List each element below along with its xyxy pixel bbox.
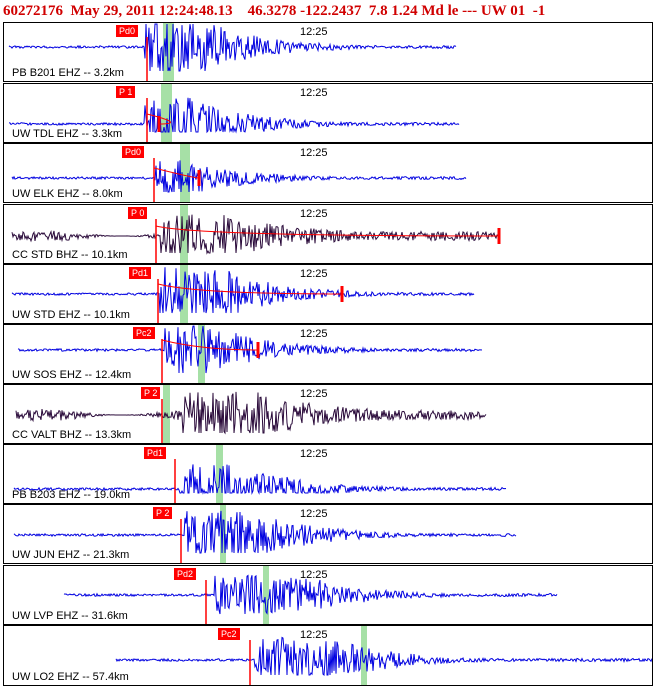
waveform-plot xyxy=(15,385,487,443)
seismogram-panel[interactable]: 12:25 P 1 UW TDL EHZ -- 3.3km xyxy=(3,83,653,143)
time-label: 12:25 xyxy=(300,569,328,581)
event-datetime: May 29, 2011 12:24:48.13 xyxy=(70,3,233,19)
event-magnitude: 1.24 xyxy=(391,3,418,19)
coda-envelope xyxy=(161,339,259,351)
waveform-trace xyxy=(15,391,487,435)
seismogram-panel[interactable]: 12:25 Pc2 UW LO2 EHZ -- 57.4km xyxy=(3,625,653,686)
event-network: UW xyxy=(480,3,507,19)
pick-flag[interactable]: Pc2 xyxy=(218,628,240,640)
pick-window-bar xyxy=(263,566,269,624)
pick-flag[interactable]: Pc2 xyxy=(133,327,155,339)
station-label: CC STD BHZ -- 10.1km xyxy=(12,249,128,261)
seismogram-panel[interactable]: 12:25 Pd0 UW ELK EHZ -- 8.0km xyxy=(3,143,653,203)
pick-flag[interactable]: Pd0 xyxy=(122,146,145,158)
station-label: UW SOS EHZ -- 12.4km xyxy=(12,369,132,381)
waveform-plot xyxy=(11,265,475,323)
pick-window-bar xyxy=(180,144,190,202)
station-label: PB B201 EHZ -- 3.2km xyxy=(12,67,124,79)
seismogram-panels: 12:25 Pd0 PB B201 EHZ -- 3.2km 12:25 P 1… xyxy=(3,22,653,686)
event-header: 60272176 May 29, 2011 12:24:48.13 46.327… xyxy=(0,0,656,22)
waveform-plot xyxy=(11,205,501,263)
waveform-plot xyxy=(11,144,467,202)
pick-flag[interactable]: Pd2 xyxy=(174,568,197,580)
time-label: 12:25 xyxy=(300,629,328,641)
waveform-plot xyxy=(17,325,483,383)
waveform-plot xyxy=(8,84,460,142)
pick-flag[interactable]: P 2 xyxy=(141,387,161,399)
seismogram-panel[interactable]: 12:25 Pc2 UW SOS EHZ -- 12.4km xyxy=(3,324,653,384)
waveform-trace xyxy=(11,267,475,314)
time-label: 12:25 xyxy=(300,508,328,520)
station-label: UW ELK EHZ -- 8.0km xyxy=(12,188,123,200)
time-label: 12:25 xyxy=(300,388,328,400)
event-version: 01 xyxy=(510,3,526,19)
waveform-plot xyxy=(63,566,558,624)
time-label: 12:25 xyxy=(300,208,328,220)
coda-envelope xyxy=(146,113,171,125)
time-label: 12:25 xyxy=(300,328,328,340)
event-id: 60272176 xyxy=(3,3,63,19)
waveform-trace xyxy=(11,160,467,193)
waveform-trace xyxy=(63,574,558,615)
pick-flag[interactable]: Pd0 xyxy=(116,25,139,37)
event-mag-type: Md xyxy=(421,3,444,19)
pick-flag[interactable]: P 2 xyxy=(153,507,173,519)
event-lat: 46.3278 xyxy=(247,3,297,19)
seismogram-panel[interactable]: 12:25 Pd2 UW LVP EHZ -- 31.6km xyxy=(3,565,653,625)
waveform-plot xyxy=(115,626,652,685)
pick-window-bar xyxy=(161,84,172,142)
station-label: UW LVP EHZ -- 31.6km xyxy=(12,610,128,622)
waveform-trace xyxy=(115,636,652,677)
pick-window-bar xyxy=(361,626,367,685)
time-label: 12:25 xyxy=(300,448,328,460)
station-label: CC VALT BHZ -- 13.3km xyxy=(12,429,132,441)
coda-envelope xyxy=(157,283,343,295)
pick-flag[interactable]: P 0 xyxy=(128,207,148,219)
waveform-trace xyxy=(8,23,457,72)
station-label: PB B203 EHZ -- 19.0km xyxy=(12,489,130,501)
waveform-plot xyxy=(13,505,517,563)
waveform-plot xyxy=(13,445,507,503)
pick-window-bar xyxy=(180,205,188,263)
time-label: 12:25 xyxy=(300,26,328,38)
station-label: UW JUN EHZ -- 21.3km xyxy=(12,549,130,561)
seismogram-panel[interactable]: 12:25 Pd0 PB B201 EHZ -- 3.2km xyxy=(3,22,653,82)
event-lon: -122.2437 xyxy=(300,3,362,19)
event-depth: 7.8 xyxy=(368,3,388,19)
seismogram-panel[interactable]: 12:25 Pd1 PB B203 EHZ -- 19.0km xyxy=(3,444,653,504)
seismogram-panel[interactable]: 12:25 Pd1 UW STD EHZ -- 10.1km xyxy=(3,264,653,324)
station-label: UW LO2 EHZ -- 57.4km xyxy=(12,671,129,683)
waveform-trace xyxy=(11,214,501,255)
waveform-plot xyxy=(8,23,457,81)
coda-envelope xyxy=(155,225,500,237)
seismogram-panel[interactable]: 12:25 P 0 CC STD BHZ -- 10.1km xyxy=(3,204,653,264)
pick-flag[interactable]: P 1 xyxy=(116,86,136,98)
pick-flag[interactable]: Pd1 xyxy=(144,447,167,459)
time-label: 12:25 xyxy=(300,268,328,280)
waveform-trace xyxy=(8,97,460,134)
coda-envelope xyxy=(153,167,200,179)
waveform-trace xyxy=(13,464,507,495)
waveform-trace xyxy=(17,325,483,374)
station-label: UW TDL EHZ -- 3.3km xyxy=(12,128,123,140)
waveform-trace xyxy=(13,510,517,554)
station-label: UW STD EHZ -- 10.1km xyxy=(12,309,130,321)
event-extra: le --- xyxy=(447,3,478,19)
pick-window-bar xyxy=(163,23,174,81)
pick-flag[interactable]: Pd1 xyxy=(129,267,152,279)
seismogram-panel[interactable]: 12:25 P 2 UW JUN EHZ -- 21.3km xyxy=(3,504,653,564)
time-label: 12:25 xyxy=(300,147,328,159)
pick-window-bar xyxy=(198,325,205,383)
event-flag: -1 xyxy=(532,3,546,19)
time-label: 12:25 xyxy=(300,87,328,99)
seismogram-panel[interactable]: 12:25 P 2 CC VALT BHZ -- 13.3km xyxy=(3,384,653,444)
